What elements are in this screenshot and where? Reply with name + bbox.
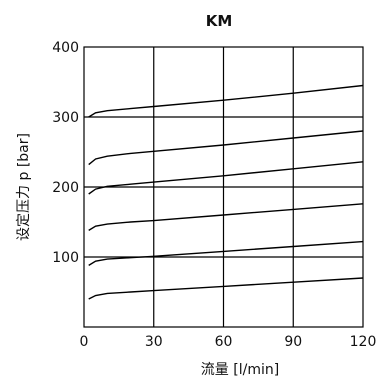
chart-title: KM (206, 12, 233, 30)
series-group (88, 84, 364, 300)
x-tick-label: 90 (284, 334, 302, 350)
x-tick-label: 0 (80, 334, 89, 350)
series-line-6 (88, 84, 364, 118)
x-axis-label: 流量 [l/min] (201, 362, 279, 378)
grid (83, 46, 364, 328)
y-axis-label: 设定压力 p [bar] (16, 133, 32, 241)
x-tick-label: 120 (350, 334, 377, 350)
x-tick-label: 60 (215, 334, 233, 350)
tick-labels: 0 30 60 90 120 100 200 300 400 (52, 40, 376, 350)
series-line-1 (88, 277, 364, 300)
y-tick-label: 400 (52, 40, 79, 56)
y-tick-label: 200 (52, 180, 79, 196)
y-tick-label: 100 (52, 250, 79, 266)
series-line-3 (88, 203, 364, 231)
y-tick-label: 300 (52, 110, 79, 126)
series-line-4 (88, 161, 364, 195)
series-line-2 (88, 240, 364, 266)
series-line-5 (88, 130, 364, 166)
x-tick-label: 30 (145, 334, 163, 350)
